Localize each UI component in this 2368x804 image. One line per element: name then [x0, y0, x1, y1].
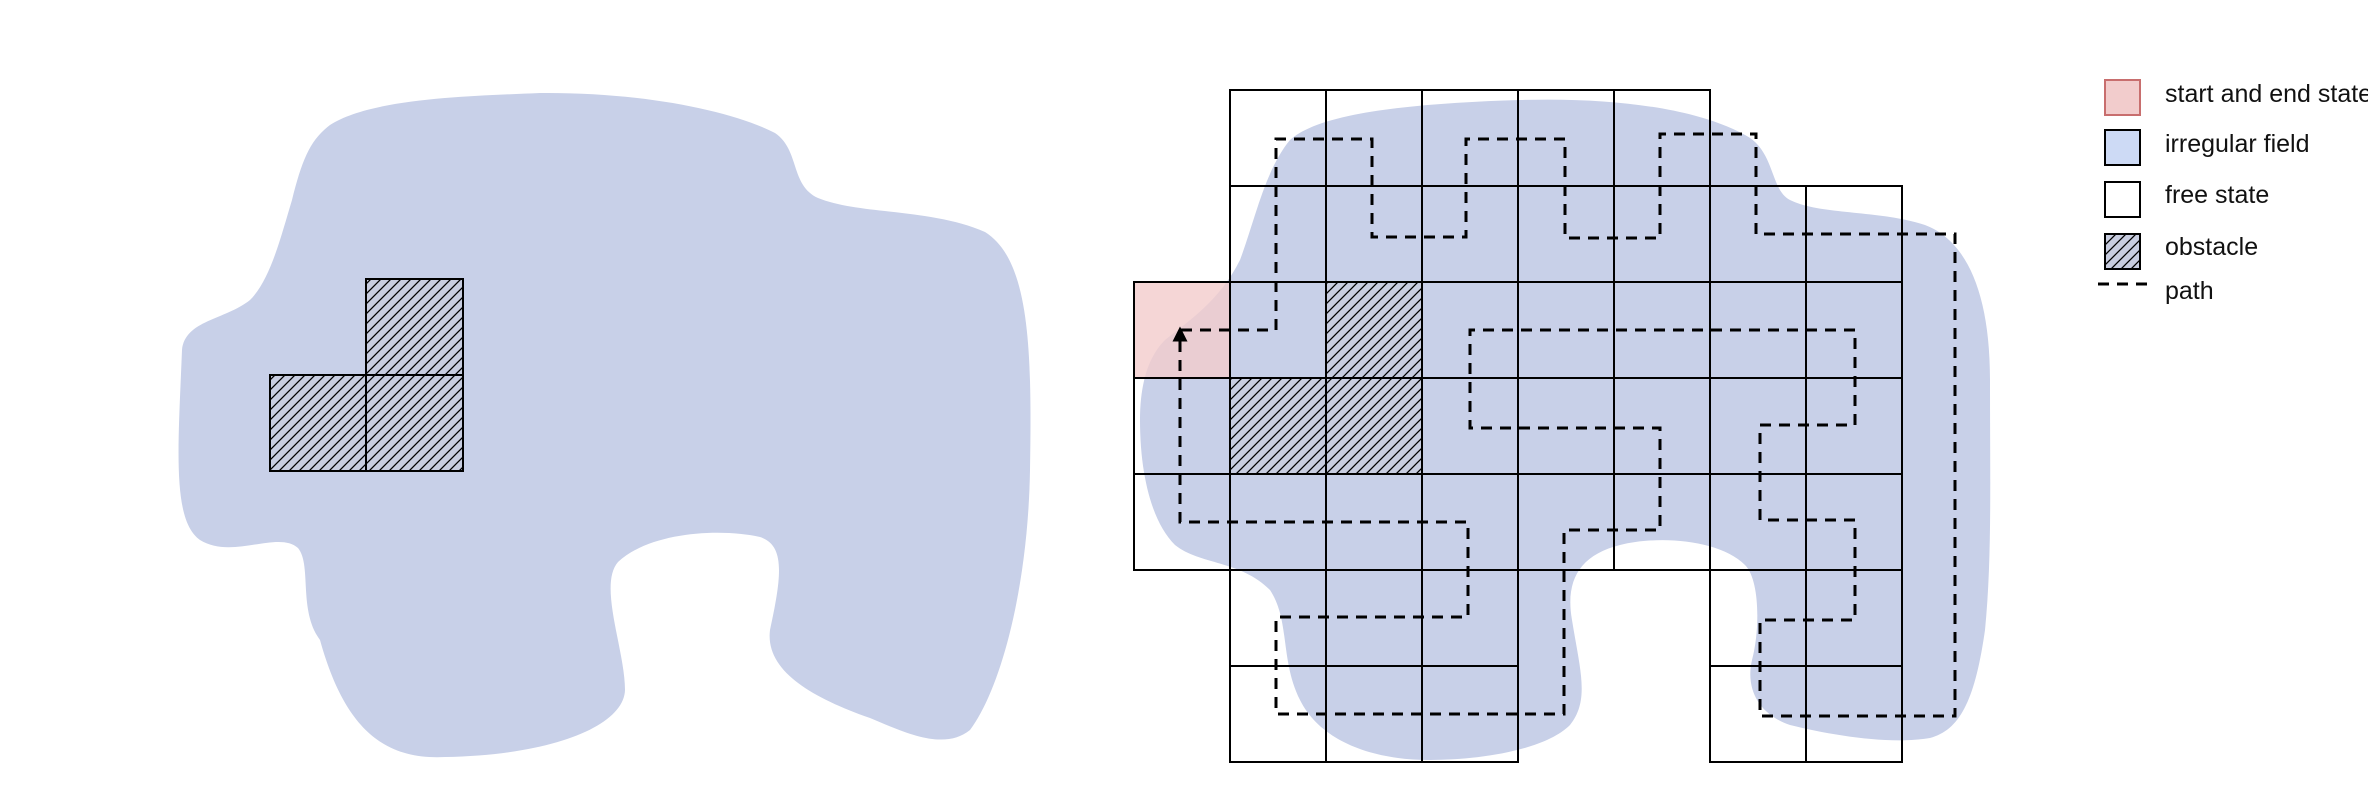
right-panel [1133, 89, 1991, 763]
left-panel [178, 92, 1031, 758]
obstacle-cell [1229, 377, 1327, 475]
obstacle-cell [365, 278, 464, 376]
legend-label-free-state: free state [2165, 181, 2269, 209]
obstacle-group [269, 278, 464, 472]
obstacle-group [1229, 281, 1423, 475]
legend-label-obstacle: obstacle [2165, 233, 2258, 261]
obstacle-cell [365, 374, 464, 472]
legend: start and end state irregular field free… [2098, 79, 2368, 305]
legend-item-path: path [2098, 277, 2214, 305]
legend-swatch-obstacle [2104, 233, 2141, 270]
grid-cell [1805, 665, 1903, 763]
legend-item-obstacle: obstacle [2104, 233, 2258, 270]
legend-swatch-start-end [2104, 79, 2141, 116]
coverage-path [1172, 132, 1957, 718]
legend-swatch-irregular-field [2104, 129, 2141, 166]
legend-label-path: path [2165, 277, 2214, 305]
obstacle-cell [269, 374, 367, 472]
legend-label-start-end-state: start and end state [2165, 80, 2368, 108]
legend-item-free-state: free state [2104, 181, 2269, 218]
irregular-field-shape [178, 92, 1031, 758]
obstacle-cell [1325, 377, 1423, 475]
legend-label-irregular-field: irregular field [2165, 130, 2310, 158]
obstacle-cell [1325, 281, 1423, 379]
legend-item-irregular-field: irregular field [2104, 129, 2310, 166]
legend-item-start-end-state: start and end state [2104, 79, 2368, 116]
legend-swatch-free-state [2104, 181, 2141, 218]
irregular-field-shape [1140, 99, 1991, 760]
